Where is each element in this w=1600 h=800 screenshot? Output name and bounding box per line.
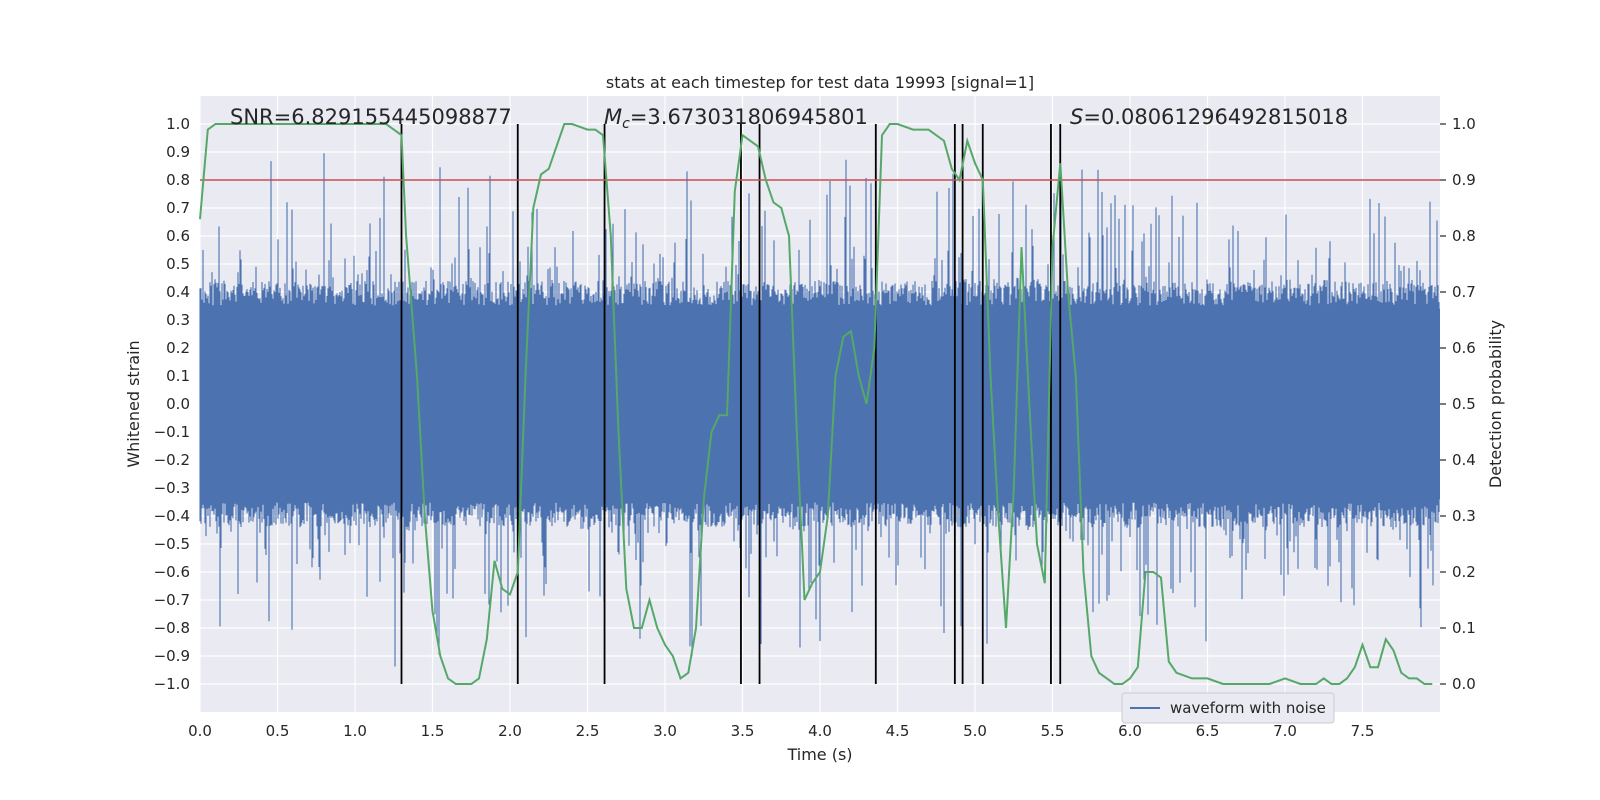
- y-tick-label: 0.9: [166, 143, 190, 161]
- probability-line: [199, 123, 1433, 685]
- s-value: =0.08061296492815018: [1083, 105, 1348, 129]
- y2-tick-label: 0.0: [1452, 675, 1476, 693]
- y2-tick-label: 0.1: [1452, 619, 1476, 637]
- y-axis-ticks: −1.0 −0.9 −0.8 −0.7 −0.6 −0.5 −0.4 −0.3 −0.2 −0.1…: [154, 115, 190, 693]
- y2-tick-label: 0.4: [1452, 451, 1476, 469]
- x-tick-label: 2.0: [498, 722, 522, 740]
- x-axis-label: Time (s): [786, 745, 852, 764]
- legend: waveform with noise: [1121, 692, 1335, 724]
- y2-tick-label: 0.5: [1452, 395, 1476, 413]
- chart-title: stats at each timestep for test data 199…: [606, 73, 1034, 92]
- x-tick-label: 6.0: [1118, 722, 1142, 740]
- probability-series: [199, 123, 1433, 685]
- y-tick-label: 0.5: [166, 255, 190, 273]
- x-tick-label: 3.0: [653, 722, 677, 740]
- y2-tick-label: 0.9: [1452, 171, 1476, 189]
- chirp-mass-value: =3.673031806945801: [630, 105, 868, 129]
- y-tick-label: 0.3: [166, 311, 190, 329]
- y-tick-label: −0.7: [154, 591, 190, 609]
- y2-tick-label: 0.6: [1452, 339, 1476, 357]
- y2-tick-label: 0.3: [1452, 507, 1476, 525]
- y2-axis-label: Detection probability: [1486, 320, 1505, 488]
- x-tick-label: 5.0: [963, 722, 987, 740]
- waveform-series: [199, 153, 1440, 667]
- x-tick-label: 0.5: [266, 722, 290, 740]
- x-tick-label: 3.5: [731, 722, 755, 740]
- y-tick-label: 0.4: [166, 283, 190, 301]
- waveform-path: [199, 153, 1440, 667]
- x-tick-label: 2.5: [576, 722, 600, 740]
- x-tick-label: 4.0: [808, 722, 832, 740]
- x-tick-label: 4.5: [886, 722, 910, 740]
- y-tick-label: −0.6: [154, 563, 190, 581]
- y2-tick-label: 0.8: [1452, 227, 1476, 245]
- legend-label: waveform with noise: [1170, 699, 1326, 717]
- snr-annotation: SNR=6.829155445098877: [230, 105, 512, 129]
- y-tick-label: −0.9: [154, 647, 190, 665]
- y-tick-label: −0.5: [154, 535, 190, 553]
- x-tick-label: 1.0: [343, 722, 367, 740]
- y-tick-label: −0.3: [154, 479, 190, 497]
- x-tick-label: 7.0: [1273, 722, 1297, 740]
- x-tick-label: 5.5: [1041, 722, 1065, 740]
- chirp-mass-symbol: M: [604, 105, 622, 129]
- s-annotation: S=0.08061296492815018: [1070, 105, 1348, 129]
- x-tick-label: 1.5: [421, 722, 445, 740]
- y2-tick-label: 0.7: [1452, 283, 1476, 301]
- y-tick-label: −0.2: [154, 451, 190, 469]
- y-tick-label: −0.1: [154, 423, 190, 441]
- s-symbol: S: [1070, 105, 1083, 129]
- y-tick-label: −0.4: [154, 507, 190, 525]
- x-axis-ticks: 0.0 0.5 1.0 1.5 2.0 2.5 3.0 3.5 4.0 4.5 5.0 5.5 6.0 6…: [188, 722, 1374, 740]
- y-tick-label: 0.1: [166, 367, 190, 385]
- x-tick-label: 6.5: [1196, 722, 1220, 740]
- y2-tick-label: 0.2: [1452, 563, 1476, 581]
- y-tick-label: 0.8: [166, 171, 190, 189]
- legend-box: [1121, 692, 1335, 724]
- y-tick-label: 0.7: [166, 199, 190, 217]
- y-tick-label: 1.0: [166, 115, 190, 133]
- y-tick-label: 0.6: [166, 227, 190, 245]
- y-tick-label: −0.8: [154, 619, 190, 637]
- x-tick-label: 0.0: [188, 722, 212, 740]
- y-tick-label: 0.0: [166, 395, 190, 413]
- y-axis-label: Whitened strain: [124, 340, 143, 467]
- chirp-mass-subscript: c: [622, 116, 630, 132]
- chirp-mass-annotation: Mc=3.673031806945801: [604, 105, 868, 132]
- y2-axis-ticks: 0.0 0.1 0.2 0.3 0.4 0.5 0.6 0.7 0.8 0.9 1.0: [1440, 115, 1476, 693]
- y-tick-label: 0.2: [166, 339, 190, 357]
- y-tick-label: −1.0: [154, 675, 190, 693]
- vertical-lines: [400, 124, 1062, 684]
- x-tick-label: 7.5: [1351, 722, 1375, 740]
- y2-tick-label: 1.0: [1452, 115, 1476, 133]
